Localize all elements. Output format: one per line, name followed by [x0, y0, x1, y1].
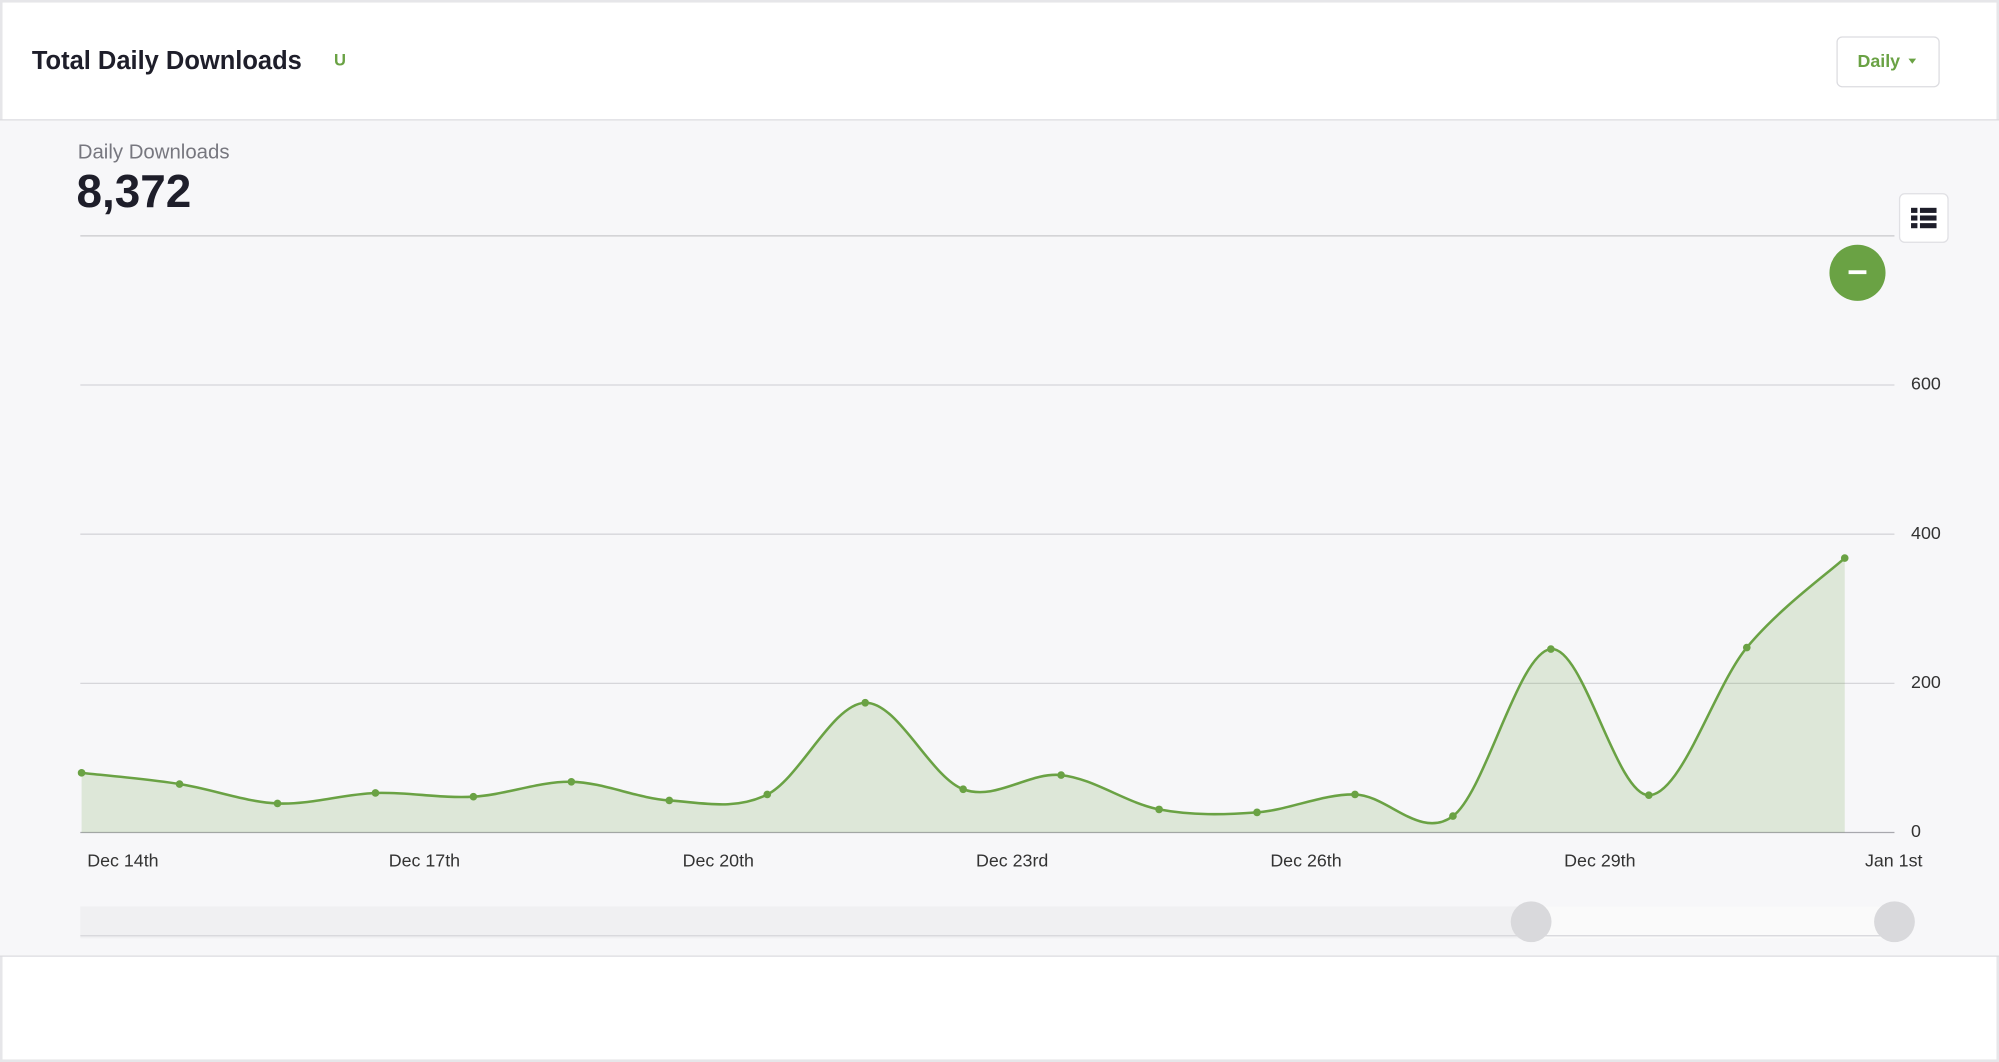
data-point	[1840, 554, 1849, 562]
x-tick-label: Dec 17th	[389, 851, 460, 871]
navigator[interactable]	[80, 901, 1915, 943]
x-tick-label: Dec 26th	[1270, 851, 1341, 871]
icon-part	[1919, 223, 1937, 229]
zoom-out-button[interactable]	[1829, 244, 1886, 301]
stat-label: Daily Downloads	[78, 141, 230, 163]
area-fill	[81, 558, 1845, 833]
dropdown-box[interactable]	[1836, 36, 1940, 88]
data-point	[77, 769, 86, 777]
navigator-handle[interactable]	[1874, 901, 1915, 943]
dropdown-label[interactable]: Daily	[1857, 51, 1900, 71]
data-point	[861, 698, 870, 707]
data-point	[1742, 643, 1751, 652]
series-line	[81, 557, 1846, 825]
x-tick-label: Dec 14th	[87, 851, 158, 871]
icon-part	[1919, 215, 1937, 221]
x-tick-label: Dec 20th	[683, 851, 754, 871]
y-tick-label: 400	[1911, 523, 1941, 543]
data-point	[1645, 791, 1653, 800]
data-point	[273, 799, 282, 808]
data-point	[175, 780, 184, 788]
icon-part	[1911, 223, 1918, 229]
icon-part	[1919, 207, 1937, 213]
badge: U	[334, 51, 346, 70]
chart-panel	[0, 119, 1999, 957]
icon-part	[1911, 207, 1918, 213]
x-tick-label: Jan 1st	[1865, 851, 1923, 871]
data-point	[567, 777, 576, 786]
card-title: Total Daily Downloads	[32, 47, 302, 75]
data-point	[1449, 812, 1457, 820]
y-tick-label: 200	[1911, 672, 1941, 692]
data-point	[763, 790, 772, 799]
x-tick-label: Dec 29th	[1564, 851, 1635, 871]
table-view-button[interactable]	[1898, 193, 1949, 243]
x-tick-label: Dec 23rd	[976, 851, 1048, 871]
data-point	[665, 796, 674, 805]
data-point	[1351, 790, 1359, 799]
data-point	[1057, 771, 1065, 779]
y-tick-label: 0	[1911, 821, 1921, 841]
navigator-handle[interactable]	[1510, 901, 1552, 943]
data-point	[1155, 805, 1163, 814]
navigator-window[interactable]	[1531, 906, 1895, 939]
interval-dropdown[interactable]: Daily	[1836, 36, 1940, 88]
data-point	[1253, 808, 1261, 817]
data-point	[1547, 645, 1555, 653]
minus-icon	[1848, 270, 1867, 275]
data-point	[959, 785, 967, 794]
data-point	[371, 789, 380, 797]
data-point	[469, 792, 478, 801]
stat-value: 8,372	[76, 165, 191, 217]
caret	[1908, 58, 1917, 64]
icon-part	[1911, 215, 1918, 221]
y-tick-label: 600	[1911, 374, 1941, 394]
